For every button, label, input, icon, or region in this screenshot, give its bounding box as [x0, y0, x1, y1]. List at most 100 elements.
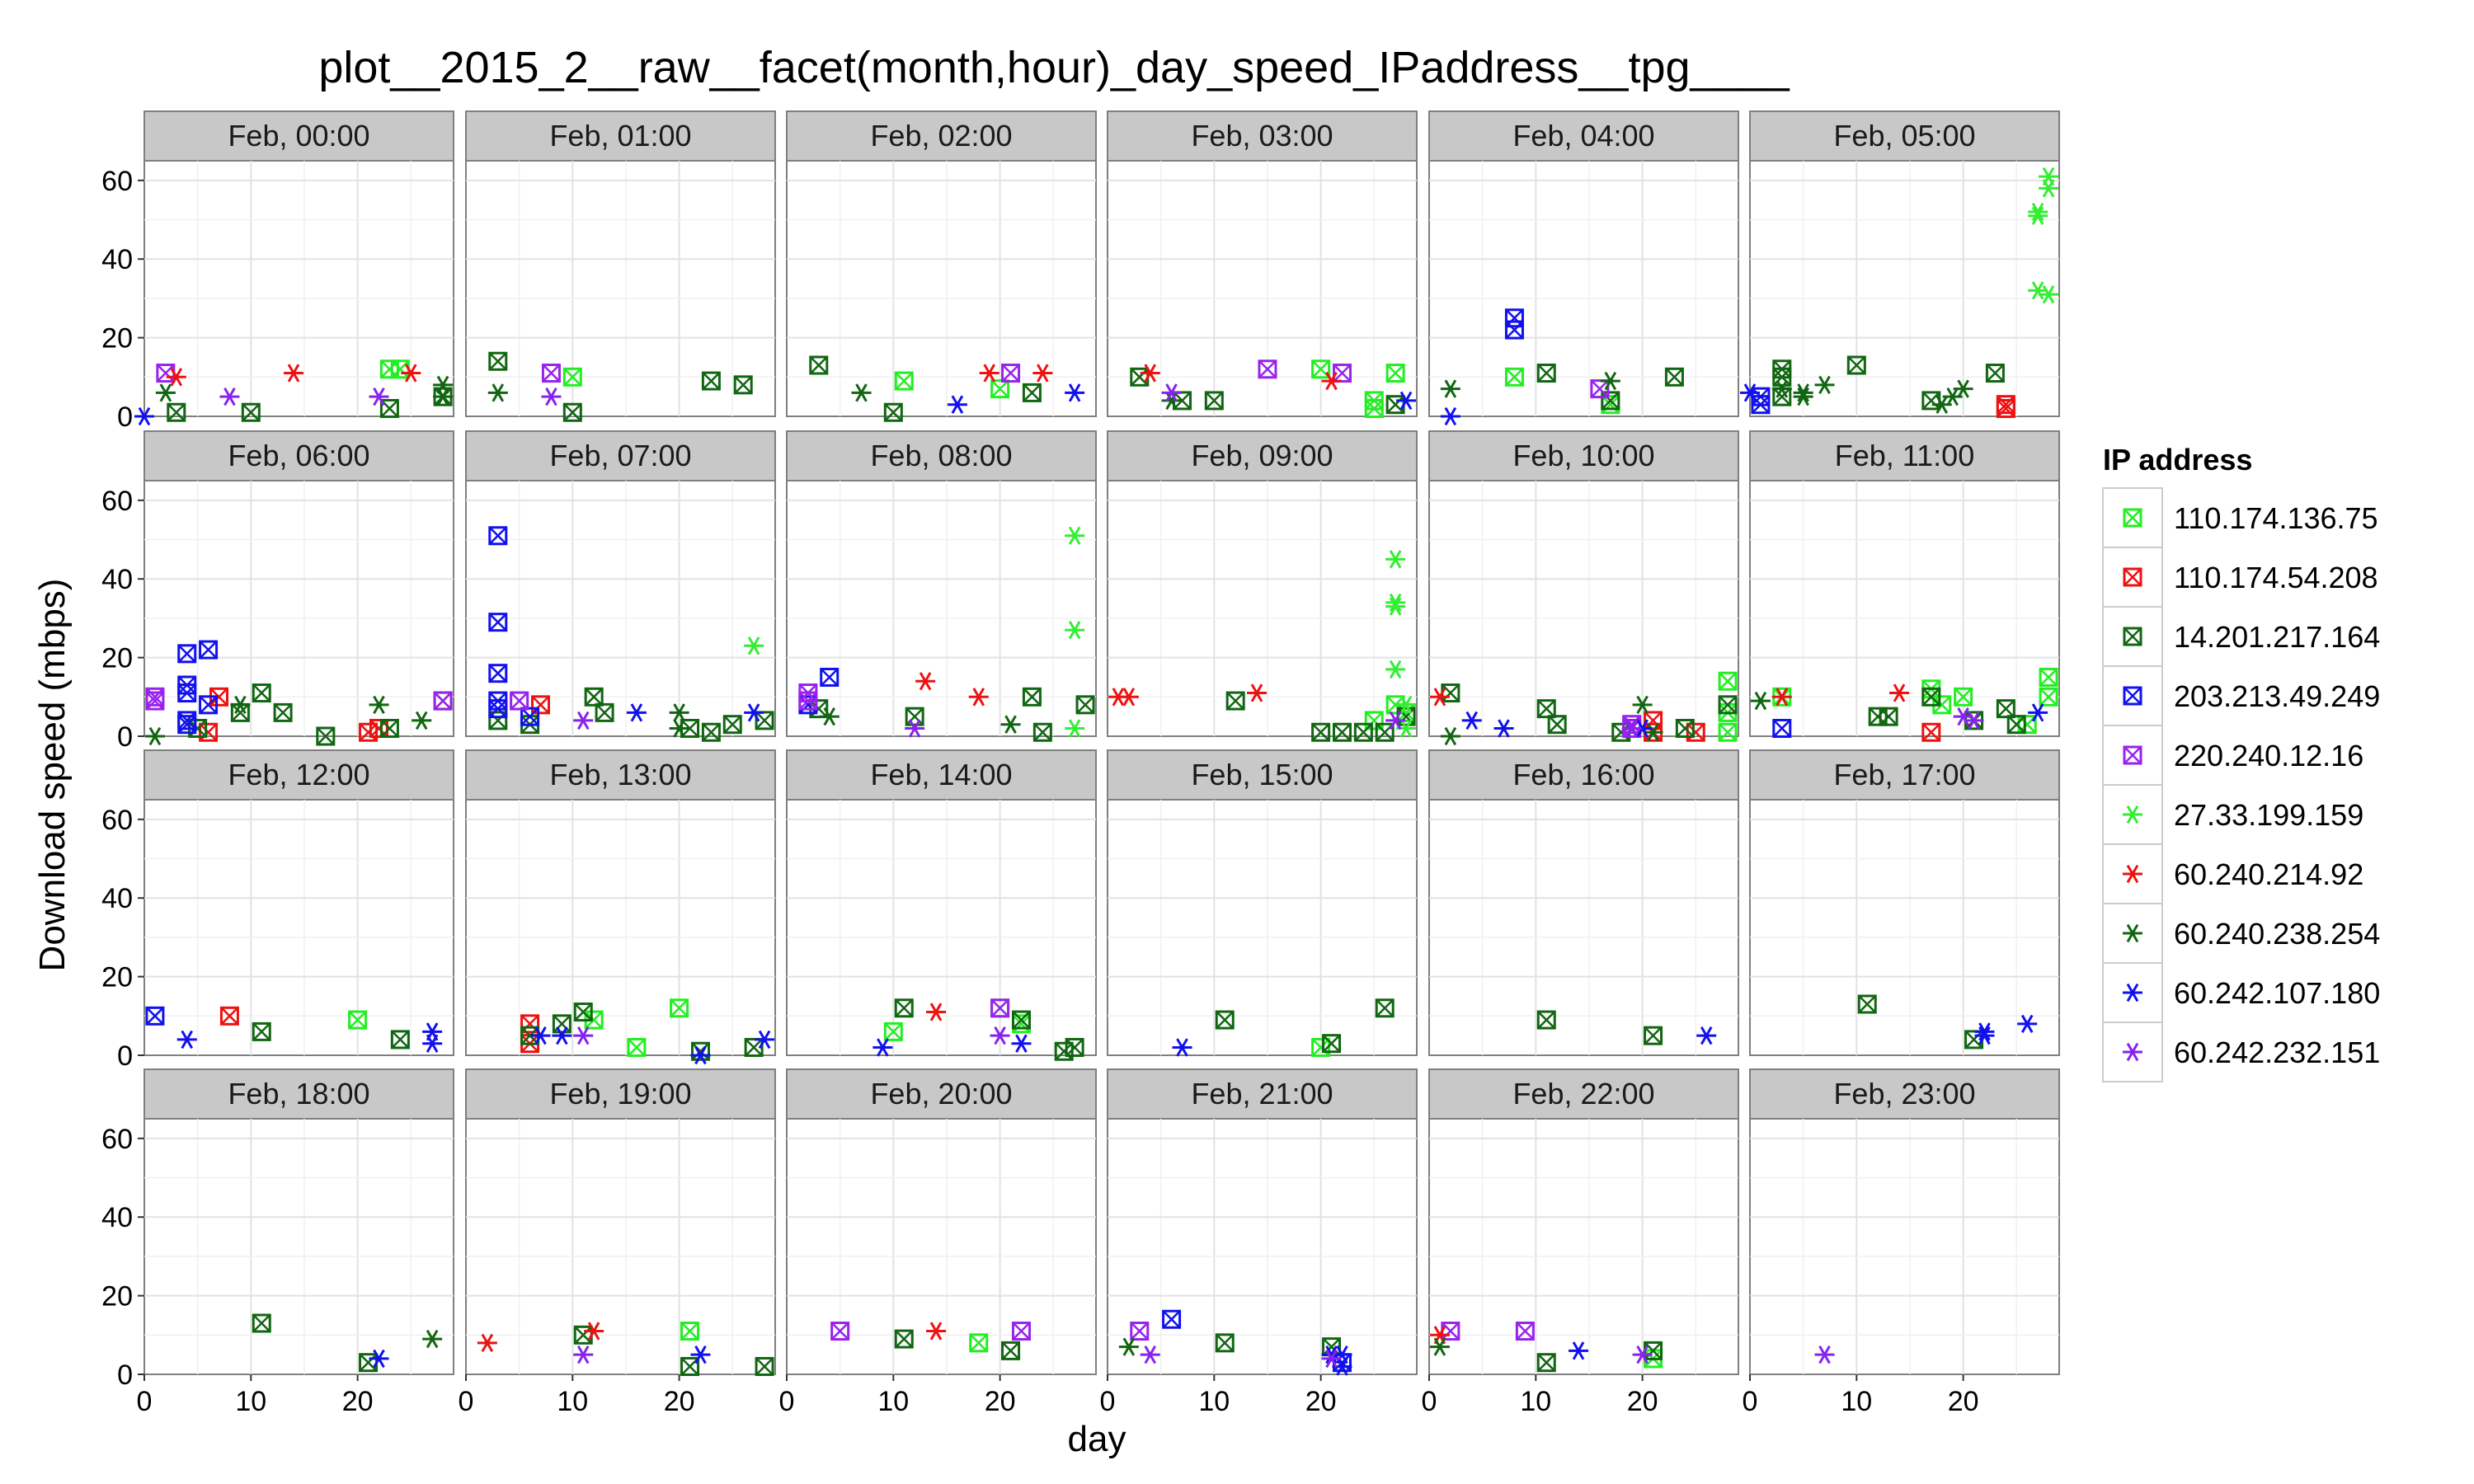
y-tick-label: 40	[101, 1202, 133, 1233]
data-point	[1493, 719, 1514, 738]
y-tick-label: 0	[117, 1040, 133, 1072]
facet-strip	[1107, 430, 1418, 481]
legend-label: 60.242.232.151	[2174, 1036, 2380, 1069]
plot-area	[1428, 480, 1739, 737]
data-point	[1364, 398, 1384, 418]
data-point	[680, 1322, 700, 1341]
data-point	[1954, 687, 1973, 707]
data-point	[1075, 695, 1095, 715]
data-point	[1590, 379, 1610, 399]
legend-entry: 60.240.238.254	[2102, 903, 2380, 964]
data-point	[562, 402, 582, 422]
data-point	[1011, 1010, 1031, 1030]
data-point	[488, 351, 508, 371]
facet-strip	[1107, 749, 1418, 801]
data-point	[1385, 711, 1406, 730]
y-tick-label: 40	[101, 564, 133, 595]
data-point	[1964, 711, 1984, 730]
data-point	[1718, 722, 1738, 742]
facet-strip	[143, 1068, 454, 1120]
data-point	[1771, 688, 1792, 707]
data-point	[830, 1322, 850, 1341]
data-point	[2028, 281, 2048, 300]
facet-strip-label: Feb, 12:00	[228, 758, 369, 791]
facet-panel: Feb, 00:00 0 20 40 60	[101, 110, 454, 433]
data-point	[1321, 371, 1342, 391]
data-point	[894, 1329, 914, 1349]
data-point	[145, 691, 165, 711]
data-point	[488, 699, 508, 719]
data-point	[1696, 1026, 1717, 1045]
legend-marker	[2123, 567, 2142, 587]
data-point	[1032, 722, 1052, 742]
x-tick-label: 10	[1198, 1386, 1230, 1417]
y-tick-label: 20	[101, 962, 133, 993]
data-point	[969, 1333, 989, 1353]
plot-area	[1107, 799, 1418, 1056]
data-point	[487, 383, 508, 402]
data-point	[1879, 707, 1898, 726]
legend-label: 60.242.107.180	[2174, 976, 2380, 1010]
x-tick-label: 10	[235, 1386, 266, 1417]
x-tick-label: 20	[342, 1386, 374, 1417]
data-point	[1536, 699, 1556, 719]
data-point	[369, 1349, 389, 1369]
legend-marker	[2123, 864, 2142, 884]
data-point	[1172, 1038, 1192, 1057]
y-tick-label: 60	[101, 166, 133, 197]
data-point	[733, 375, 753, 395]
data-point	[1001, 364, 1021, 383]
data-point	[156, 364, 176, 383]
facet-panel: Feb, 10:00	[1428, 430, 1739, 737]
data-point	[155, 383, 176, 402]
data-point	[1644, 1026, 1663, 1045]
data-point	[851, 383, 872, 402]
data-point	[1440, 379, 1460, 398]
data-point	[744, 1037, 764, 1057]
data-point	[626, 703, 647, 722]
facet-panel: Feb, 08:00	[786, 430, 1097, 737]
facet-strip-label: Feb, 19:00	[549, 1077, 691, 1111]
data-point	[2028, 202, 2048, 222]
x-tick-label: 10	[1520, 1386, 1551, 1417]
plot-area	[1749, 1118, 2060, 1375]
facet-strip	[143, 110, 454, 162]
data-point	[230, 695, 251, 714]
data-point	[1215, 1333, 1235, 1353]
data-point	[2039, 667, 2058, 687]
data-point	[401, 364, 421, 383]
data-point	[369, 387, 389, 406]
data-point	[584, 687, 604, 707]
facet-panel: Feb, 07:00	[465, 430, 776, 737]
data-point	[2039, 687, 2058, 707]
data-point	[680, 1356, 700, 1376]
facet-strip-label: Feb, 16:00	[1512, 758, 1654, 791]
data-point	[1011, 1322, 1031, 1341]
facet-strip	[1749, 430, 2060, 481]
data-point	[390, 359, 410, 379]
facet-strip-label: Feb, 03:00	[1191, 119, 1333, 153]
legend-label: 220.240.12.16	[2174, 739, 2363, 773]
facet-strip	[465, 1068, 776, 1120]
data-point	[1793, 387, 1813, 406]
data-point	[219, 1006, 239, 1026]
data-point	[1385, 660, 1406, 679]
data-point	[1440, 726, 1460, 746]
facet-strip-label: Feb, 13:00	[549, 758, 691, 791]
data-point	[176, 1030, 197, 1050]
data-point	[755, 1030, 775, 1050]
data-point	[883, 402, 903, 422]
data-point	[1140, 364, 1160, 383]
legend-label: 203.213.49.249	[2174, 679, 2380, 713]
data-point	[1536, 1010, 1556, 1030]
plot-area	[786, 480, 1097, 737]
facet-strip-label: Feb, 05:00	[1833, 119, 1975, 153]
data-point	[1065, 621, 1085, 640]
data-point	[531, 695, 551, 715]
data-point	[1065, 1037, 1084, 1057]
legend-entry: 203.213.49.249	[2102, 665, 2380, 726]
data-point	[177, 715, 197, 735]
data-point	[1022, 383, 1042, 402]
data-point	[573, 1003, 593, 1022]
